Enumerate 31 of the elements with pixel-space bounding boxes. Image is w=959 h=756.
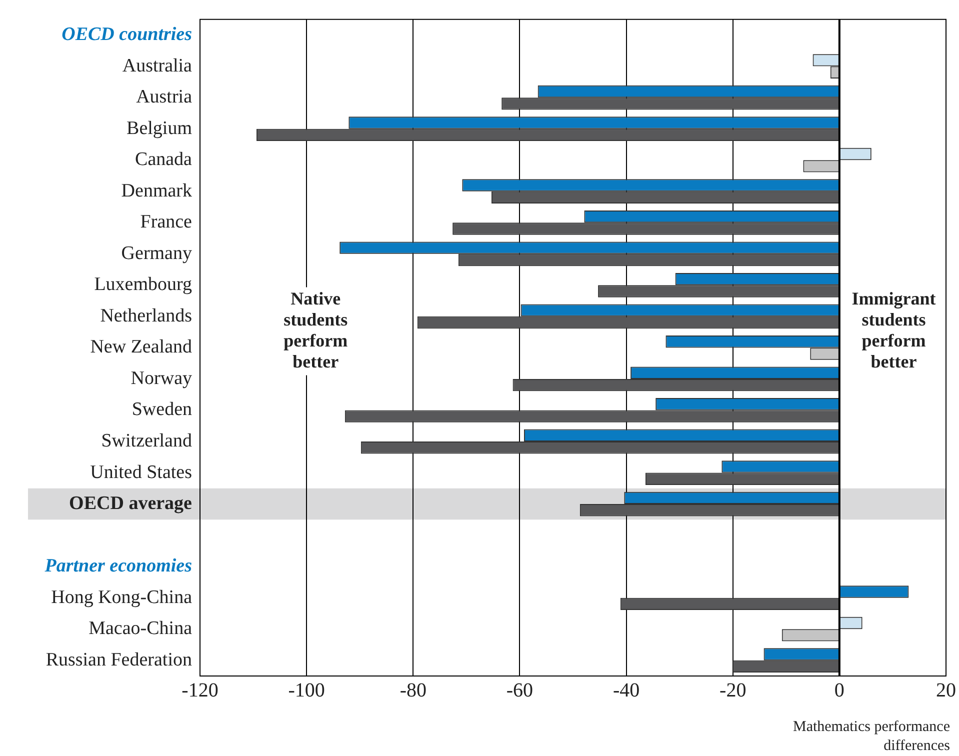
x-tick-label: 0 [834,679,844,702]
y-tick-label: New Zealand [90,336,192,358]
y-tick-label: Belgium [126,118,192,139]
y-tick-label: Netherlands [100,305,192,326]
y-tick-label: Canada [135,149,193,170]
x-axis-title: Mathematics performance differences [792,718,950,754]
y-tick-label: France [140,212,192,233]
y-tick-label: Hong Kong-China [51,586,193,608]
x-tick-label: -120 [182,679,218,702]
x-tick-label: -40 [612,679,640,702]
y-tick-label: OECD countries [62,24,192,45]
x-tick-label: -60 [506,679,534,702]
x-tick-label: -20 [720,679,746,702]
x-tick-label: 20 [936,679,956,702]
y-tick-label: Austria [136,86,193,108]
y-tick-label: Partner economies [44,555,192,576]
x-tick-label: -80 [400,679,426,702]
y-tick-label: Switzerland [101,430,192,452]
y-tick-label: United States [90,462,192,483]
y-tick-label: Germany [121,242,192,264]
y-tick-label: Luxembourg [94,274,192,296]
y-tick-label: Sweden [132,399,192,420]
y-tick-label: Australia [122,55,193,76]
annotation: Immigrant students perform better [852,288,936,372]
y-tick-label: Russian Federation [46,649,192,670]
annotation: Native students perform better [284,288,348,372]
x-tick-label: -100 [288,679,325,702]
y-tick-label: OECD average [69,492,192,514]
y-tick-label: Denmark [121,180,192,202]
y-tick-label: Macao-China [88,618,193,640]
y-tick-label: Norway [130,368,192,389]
